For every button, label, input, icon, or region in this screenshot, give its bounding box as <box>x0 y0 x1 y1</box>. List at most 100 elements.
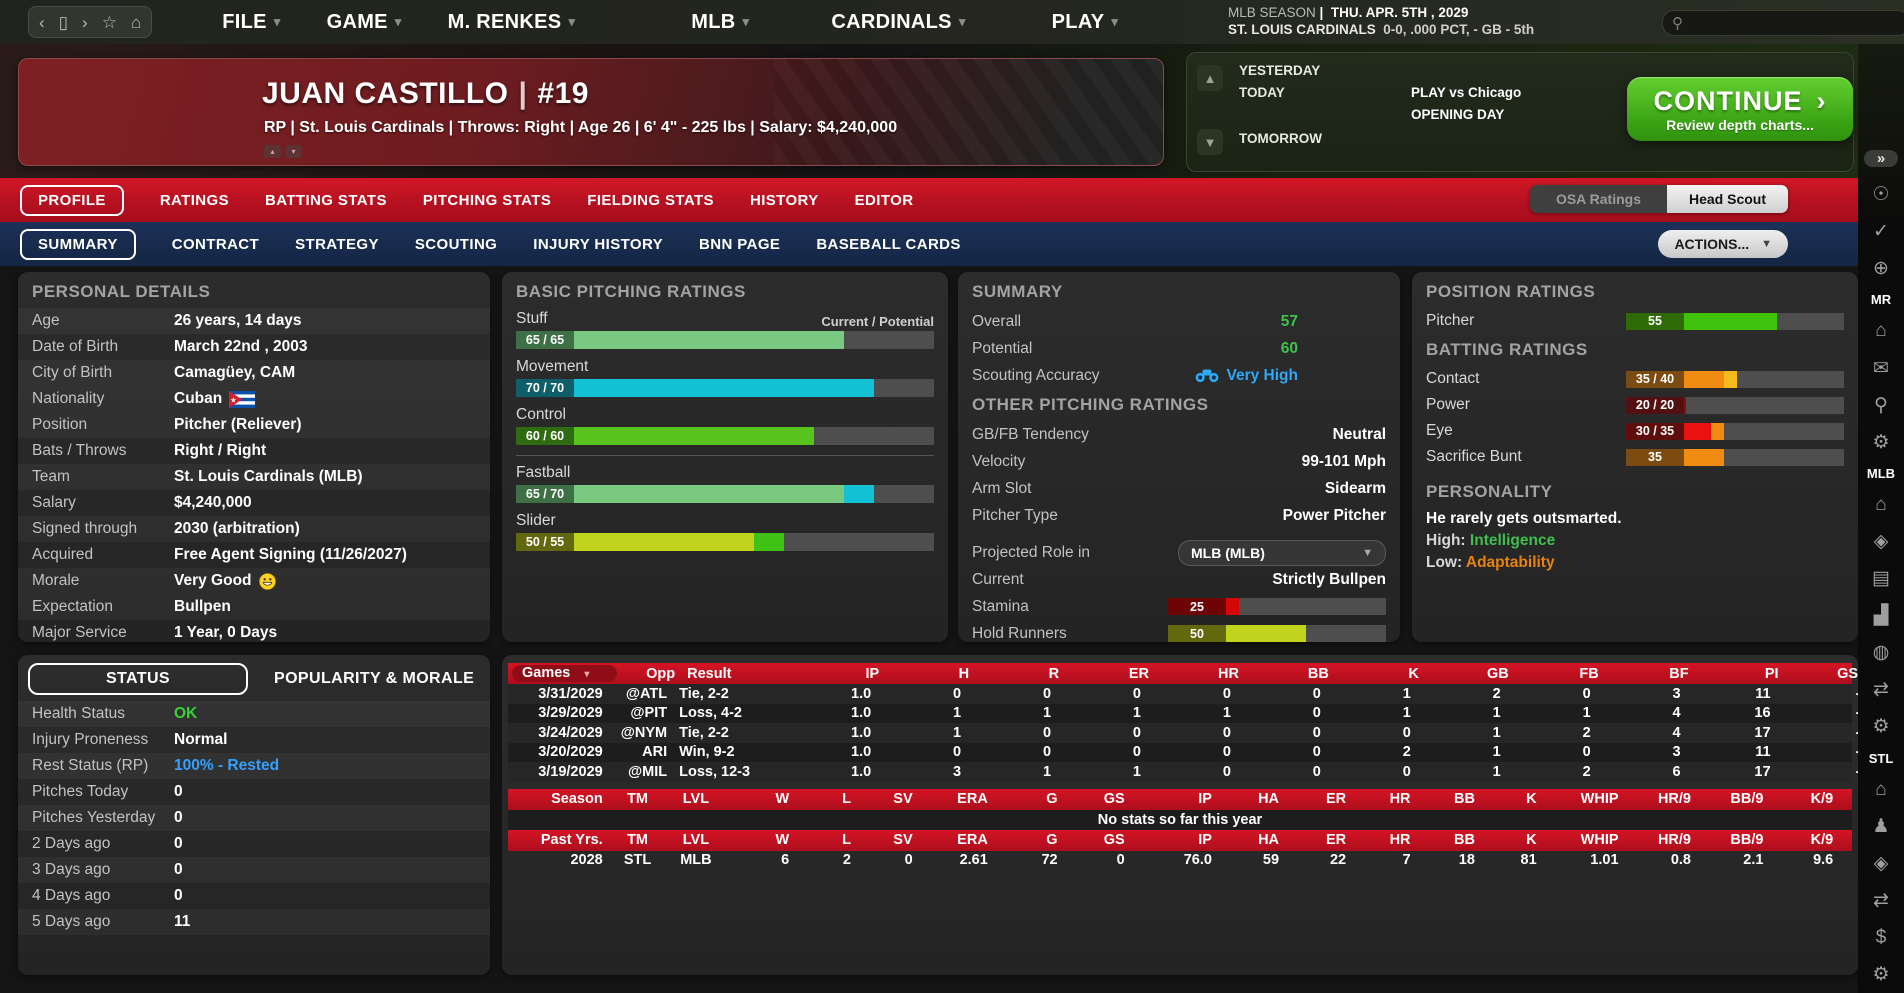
menu-game[interactable]: GAME ▾ <box>326 10 402 33</box>
column-header[interactable]: PI <box>1764 665 1779 682</box>
column-header[interactable]: BB <box>1453 791 1475 807</box>
settings-icon[interactable]: ⚙ <box>1872 964 1890 986</box>
column-header[interactable]: HA <box>1258 832 1280 848</box>
menu-manager[interactable]: M. RENKES ▾ <box>447 10 576 33</box>
column-header[interactable]: WHIP <box>1580 791 1619 807</box>
tab-strategy[interactable]: STRATEGY <box>295 235 379 253</box>
column-header[interactable]: Season <box>551 791 603 807</box>
tab-history[interactable]: HISTORY <box>749 191 819 209</box>
column-header[interactable]: GS <box>1103 832 1125 848</box>
column-header[interactable]: BB <box>1453 832 1475 848</box>
baseball-icon[interactable]: ◍ <box>1872 642 1890 664</box>
column-header[interactable]: HR/9 <box>1657 791 1691 807</box>
tab-injury-history[interactable]: INJURY HISTORY <box>533 235 664 253</box>
column-header[interactable]: IP <box>1198 832 1212 848</box>
tab-fielding-stats[interactable]: FIELDING STATS <box>587 191 714 209</box>
column-header[interactable]: ERA <box>957 832 988 848</box>
prev-player-icon[interactable]: ▴ <box>264 145 281 158</box>
finance-icon[interactable]: $ <box>1875 926 1887 948</box>
column-header[interactable]: Games <box>512 665 617 682</box>
head-scout-toggle[interactable]: Head Scout <box>1666 185 1788 213</box>
column-header[interactable]: ER <box>1325 791 1347 807</box>
tab-profile-active[interactable]: PROFILE <box>20 184 124 216</box>
column-header[interactable]: K <box>1526 791 1537 807</box>
column-header[interactable]: L <box>842 791 851 807</box>
column-header[interactable]: G <box>1046 791 1058 807</box>
column-header[interactable]: LVL <box>682 791 710 807</box>
roster-card-icon[interactable]: ▤ <box>1872 568 1890 590</box>
column-header[interactable]: W <box>775 832 790 848</box>
home-icon[interactable]: ⌂ <box>1875 778 1887 800</box>
column-header[interactable]: BB/9 <box>1730 832 1764 848</box>
transactions-icon[interactable]: ⇄ <box>1873 890 1889 912</box>
tab-summary-active[interactable]: SUMMARY <box>20 228 136 260</box>
column-header[interactable]: ER <box>1325 832 1347 848</box>
globe-icon[interactable]: ⊕ <box>1873 258 1889 280</box>
column-header[interactable]: GB <box>1487 665 1509 682</box>
column-header[interactable]: TM <box>627 791 649 807</box>
column-header[interactable]: IP <box>1198 791 1212 807</box>
column-header[interactable]: Past Yrs. <box>540 832 603 848</box>
actions-dropdown[interactable]: ACTIONS... ▼ <box>1658 230 1788 258</box>
schedule-down-icon[interactable]: ▼ <box>1197 129 1223 155</box>
column-header[interactable]: HR/9 <box>1657 832 1691 848</box>
column-header[interactable]: HR <box>1389 832 1411 848</box>
next-player-icon[interactable]: ▾ <box>285 145 302 158</box>
stats-chart-icon[interactable]: ▟ <box>1873 605 1889 627</box>
column-header[interactable]: Opp <box>646 665 676 682</box>
column-header[interactable]: TM <box>627 832 649 848</box>
forward-icon[interactable]: › <box>82 12 88 32</box>
column-header[interactable]: ERA <box>957 791 988 807</box>
column-header[interactable]: HA <box>1258 791 1280 807</box>
menu-play[interactable]: PLAY ▾ <box>1051 10 1119 33</box>
menu-team[interactable]: CARDINALS ▾ <box>831 10 966 33</box>
column-header[interactable]: SV <box>893 832 913 848</box>
column-header[interactable]: R <box>1048 665 1060 682</box>
menu-league[interactable]: MLB ▾ <box>691 10 750 33</box>
column-header[interactable]: G <box>1046 832 1058 848</box>
settings-icon[interactable]: ⚙ <box>1872 431 1890 453</box>
transactions-icon[interactable]: ⇄ <box>1873 679 1889 701</box>
home-icon[interactable]: ⌂ <box>1875 493 1887 515</box>
settings-icon[interactable]: ⚙ <box>1872 716 1890 738</box>
pitcher-icon[interactable]: ♟ <box>1872 816 1890 838</box>
page-icon[interactable]: ▯ <box>58 12 69 32</box>
search-icon[interactable]: ⚲ <box>1874 394 1888 416</box>
tab-ratings[interactable]: RATINGS <box>159 191 229 209</box>
column-header[interactable]: Result <box>687 665 732 682</box>
column-header[interactable]: K <box>1526 832 1537 848</box>
column-header[interactable]: W <box>775 791 790 807</box>
column-header[interactable]: K/9 <box>1810 832 1834 848</box>
back-icon[interactable]: ‹ <box>39 12 45 32</box>
column-header[interactable]: LVL <box>682 832 710 848</box>
tab-batting-stats[interactable]: BATTING STATS <box>265 191 387 209</box>
home-icon[interactable]: ⌂ <box>130 12 142 32</box>
column-header[interactable]: BB <box>1307 665 1329 682</box>
tab-contract[interactable]: CONTRACT <box>171 235 260 253</box>
column-header[interactable]: L <box>842 832 851 848</box>
table-row[interactable]: 2028 STL MLB 6 2 0 2.61 72 0 76.0 59 22 7 18 81 1.01 0.8… <box>508 851 1904 871</box>
bookmark-star-icon[interactable]: ☆ <box>101 12 117 32</box>
collapse-rail-icon[interactable]: » <box>1864 150 1898 167</box>
tab-editor[interactable]: EDITOR <box>854 191 914 209</box>
column-header[interactable]: GS <box>1103 791 1125 807</box>
column-header[interactable]: SV <box>893 791 913 807</box>
scouting-pin-icon[interactable]: ◈ <box>1873 853 1889 875</box>
tab-bnn-page[interactable]: BNN PAGE <box>699 235 781 253</box>
tab-baseball-cards[interactable]: BASEBALL CARDS <box>816 235 961 253</box>
column-header[interactable]: HR <box>1217 665 1239 682</box>
tab-pitching-stats[interactable]: PITCHING STATS <box>422 191 552 209</box>
tab-status-active[interactable]: STATUS <box>28 663 248 695</box>
tab-popularity-morale[interactable]: POPULARITY & MORALE <box>274 670 475 687</box>
home-icon[interactable]: ⌂ <box>1875 320 1887 342</box>
column-header[interactable]: ER <box>1128 665 1149 682</box>
search-input[interactable] <box>1689 14 1873 32</box>
column-header[interactable]: WHIP <box>1580 832 1619 848</box>
osa-ratings-toggle[interactable]: OSA Ratings <box>1529 185 1667 213</box>
lightbulb-icon[interactable]: ☉ <box>1872 184 1890 206</box>
